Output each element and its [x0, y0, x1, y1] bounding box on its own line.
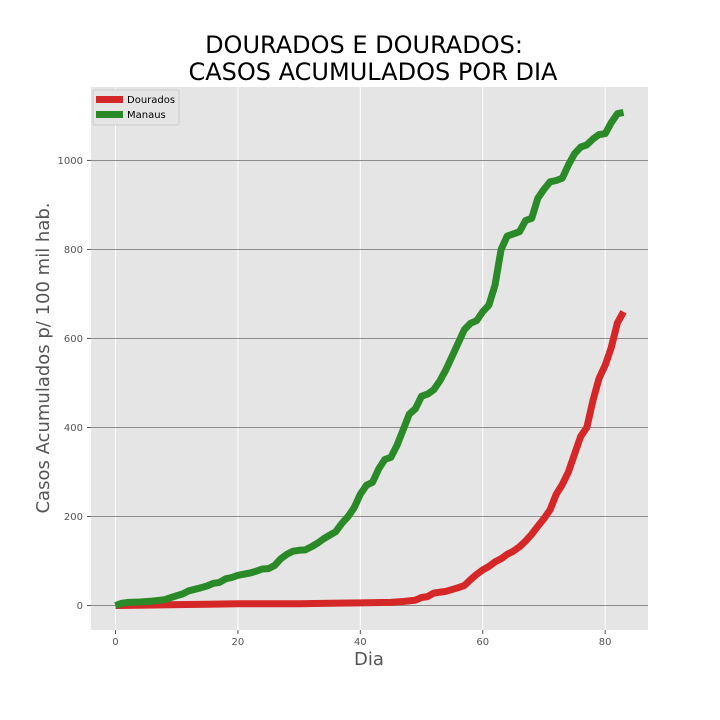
series-group	[114, 108, 627, 609]
series-line-dourados	[115, 310, 627, 609]
legend: Dourados Manaus	[92, 89, 180, 126]
legend-label-manaus: Manaus	[127, 110, 166, 121]
x-tick-label: 0	[112, 637, 118, 648]
y-axis-label: Casos Acumulados p/ 100 mil hab.	[33, 202, 54, 513]
y-tick-label: 1000	[58, 156, 83, 167]
x-tick-label: 40	[354, 637, 367, 648]
y-tick-label: 600	[64, 334, 83, 345]
y-tick-label: 0	[77, 601, 83, 612]
series-line-manaus	[114, 108, 625, 609]
x-tick-label: 80	[599, 637, 612, 648]
chart-title-line1: DOURADOS E DOURADOS:	[205, 31, 523, 59]
legend-swatch-dourados	[96, 96, 123, 103]
chart-title-line2: CASOS ACUMULADOS POR DIA	[189, 58, 559, 86]
x-tick-label: 60	[476, 637, 489, 648]
legend-swatch-manaus	[96, 111, 123, 118]
y-tick-label: 400	[64, 423, 83, 434]
grid-lines	[91, 87, 648, 630]
x-tick-label: 20	[232, 637, 245, 648]
y-tick-label: 200	[64, 512, 83, 523]
legend-label-dourados: Dourados	[127, 95, 175, 106]
x-axis-label: Dia	[354, 649, 384, 670]
y-tick-label: 800	[64, 245, 83, 256]
